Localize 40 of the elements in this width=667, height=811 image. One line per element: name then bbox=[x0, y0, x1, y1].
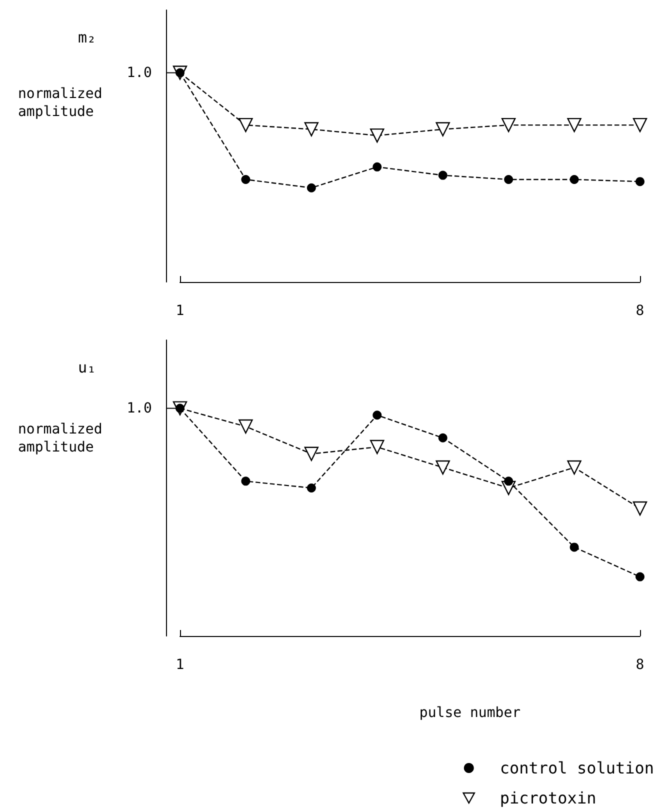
chart-title: m₂ bbox=[78, 28, 96, 46]
point bbox=[567, 460, 582, 475]
point bbox=[504, 476, 514, 486]
point bbox=[304, 446, 319, 461]
text: 1.0 bbox=[126, 64, 152, 81]
point bbox=[306, 484, 316, 492]
x-tick-label: 8 bbox=[636, 303, 644, 319]
point bbox=[504, 174, 514, 184]
point bbox=[372, 410, 382, 420]
point bbox=[370, 440, 384, 454]
point bbox=[632, 501, 648, 516]
text: 1.0 bbox=[126, 400, 152, 416]
point bbox=[436, 460, 450, 475]
chart-title: u₁ bbox=[78, 358, 96, 376]
legend-label: picrotoxin bbox=[500, 788, 596, 808]
point bbox=[238, 118, 253, 132]
point bbox=[238, 419, 253, 434]
x-tick-label: 8 bbox=[636, 657, 644, 673]
point bbox=[306, 183, 316, 192]
point bbox=[241, 174, 250, 184]
x-axis-title: pulse number bbox=[419, 705, 521, 721]
point bbox=[636, 572, 644, 582]
point bbox=[436, 122, 450, 136]
point bbox=[372, 162, 382, 172]
point bbox=[632, 118, 648, 132]
point bbox=[567, 118, 582, 132]
point bbox=[370, 128, 384, 143]
point bbox=[570, 174, 579, 184]
point bbox=[241, 476, 250, 486]
x-tick-label: 1 bbox=[176, 303, 184, 319]
point bbox=[438, 170, 448, 180]
point bbox=[636, 177, 644, 186]
point bbox=[501, 118, 516, 132]
point bbox=[438, 433, 448, 442]
legend-label: control solution bbox=[500, 758, 654, 778]
y-axis-title: normalized amplitude bbox=[18, 421, 102, 456]
point bbox=[304, 122, 319, 136]
point bbox=[570, 542, 579, 552]
y-axis-title: normalized amplitude bbox=[18, 86, 102, 120]
x-tick-label: 1 bbox=[176, 657, 184, 673]
